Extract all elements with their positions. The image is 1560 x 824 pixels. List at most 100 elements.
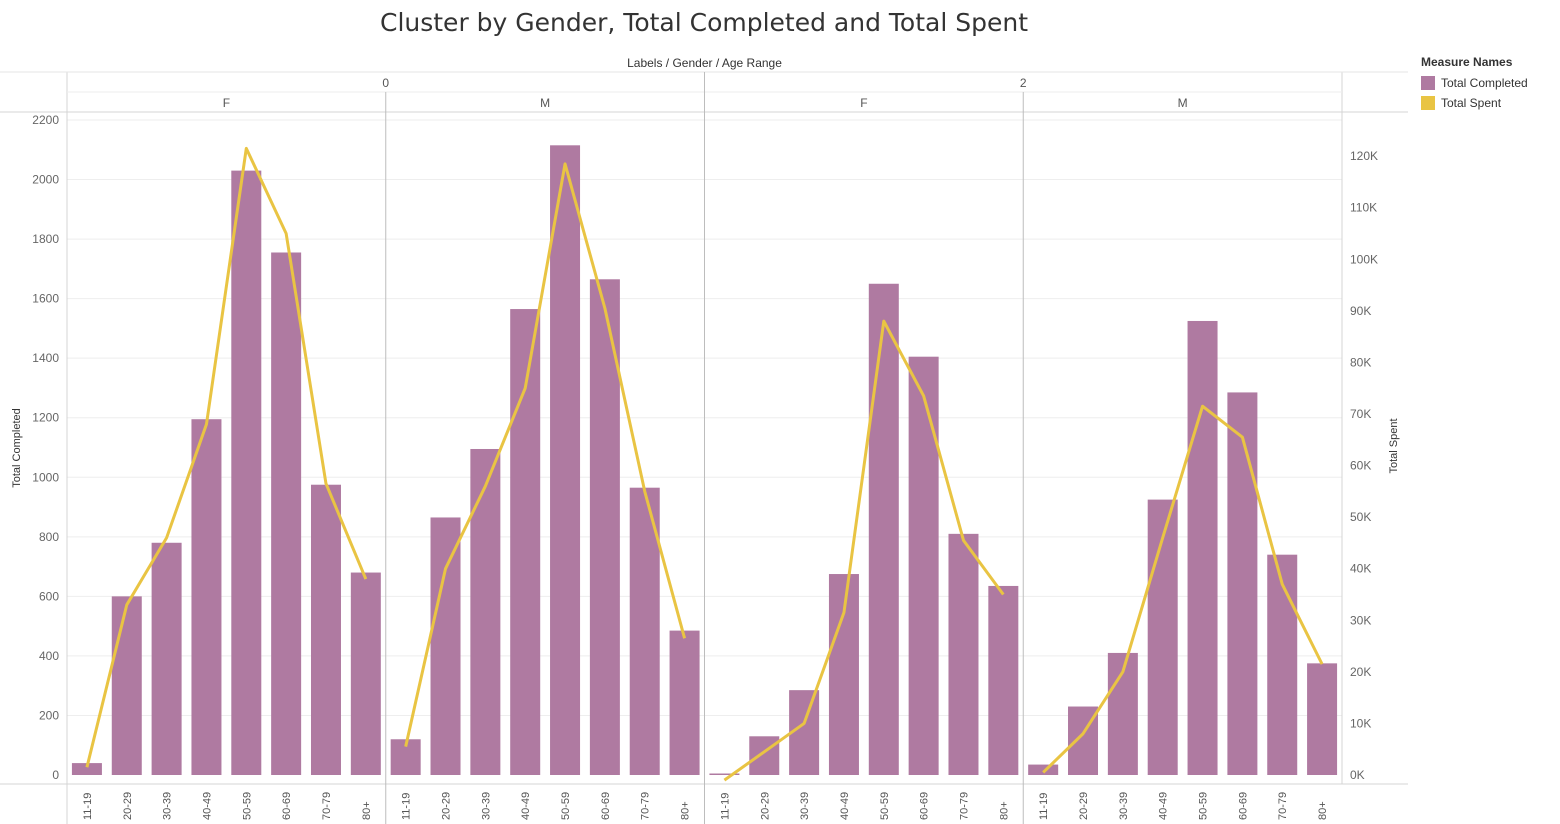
bar-total-completed [350, 572, 381, 775]
x-tick-label: 60-69 [281, 792, 293, 820]
y-left-tick-label: 0 [52, 768, 59, 782]
bar-total-completed [111, 596, 142, 775]
legend-item-total-spent[interactable]: Total Spent [1421, 93, 1528, 113]
pane-frame [0, 71, 1408, 824]
bar-total-completed [151, 542, 182, 775]
x-tick-label: 50-59 [879, 792, 891, 820]
y-right-tick-label: 90K [1350, 304, 1371, 318]
lines-total-spent [85, 146, 1324, 782]
y-right-tick-label: 80K [1350, 355, 1371, 369]
y-left-tick-label: 1800 [32, 232, 59, 246]
x-tick-label: 11-19 [82, 793, 94, 820]
x-tick-label: 40-49 [839, 792, 851, 820]
y-right-tick-label: 50K [1350, 510, 1371, 524]
x-tick-label: 70-79 [958, 792, 970, 820]
y-right-tick-label: 20K [1350, 665, 1371, 679]
x-tick-label: 80+ [998, 801, 1010, 820]
bar-total-completed [1147, 499, 1178, 775]
x-tick-label: 60-69 [600, 792, 612, 820]
y-left-tick-label: 800 [39, 530, 59, 544]
bar-total-completed [310, 484, 341, 775]
x-tick-label: 11-19 [401, 793, 413, 820]
x-tick-label: 20-29 [441, 792, 453, 820]
bar-total-completed [1267, 554, 1298, 775]
x-tick-label: 30-39 [480, 792, 492, 820]
gender-header: F [860, 96, 867, 110]
bars-total-completed [71, 145, 1338, 775]
y-right-tick-label: 60K [1350, 459, 1371, 473]
label-header: 2 [1020, 76, 1027, 90]
x-tick-label: 70-79 [321, 792, 333, 820]
legend-swatch [1421, 96, 1435, 110]
line-total-spent [404, 162, 687, 747]
bar-total-completed [510, 309, 541, 775]
y-left-tick-label: 1000 [32, 470, 59, 484]
y-left-tick-label: 2200 [32, 113, 59, 127]
y-left-axis-label: Total Completed [11, 408, 23, 488]
bar-total-completed [1187, 320, 1218, 775]
bar-total-completed [1307, 663, 1338, 775]
y-left-tick-label: 600 [39, 589, 59, 603]
x-tick-label: 30-39 [799, 792, 811, 820]
bar-total-completed [1227, 392, 1258, 775]
x-tick-label: 20-29 [1078, 792, 1090, 820]
legend-label: Total Spent [1441, 96, 1502, 110]
bar-total-completed [271, 252, 302, 775]
bar-total-completed [589, 279, 620, 775]
bar-total-completed [629, 487, 660, 775]
x-tick-label: 11-19 [719, 793, 731, 820]
x-tick-label: 70-79 [1277, 792, 1289, 820]
x-tick-label: 50-59 [560, 792, 572, 820]
bar-total-completed [71, 763, 102, 775]
bar-total-completed [749, 736, 780, 775]
x-tick-label: 80+ [680, 801, 692, 820]
bar-total-completed [550, 145, 581, 775]
y-left-tick-label: 400 [39, 649, 59, 663]
legend-item-total-completed[interactable]: Total Completed [1421, 73, 1528, 93]
line-total-spent [1042, 404, 1324, 774]
bar-total-completed [868, 283, 899, 775]
x-tick-label: 80+ [361, 801, 373, 820]
column-headers: Labels / Gender / Age Range 0 2 F M F M [223, 56, 1188, 110]
x-tick-label: 20-29 [759, 792, 771, 820]
y-left-tick-label: 1400 [32, 351, 59, 365]
gender-header: F [223, 96, 230, 110]
bar-total-completed [470, 448, 501, 775]
x-tick-label: 40-49 [520, 792, 532, 820]
y-right-tick-label: 10K [1350, 716, 1371, 730]
bar-total-completed [430, 517, 461, 775]
x-tick-label: 60-69 [919, 792, 931, 820]
bar-total-completed [1028, 764, 1059, 775]
bar-total-completed [709, 773, 740, 775]
legend: Measure Names Total Completed Total Spen… [1421, 55, 1528, 113]
column-header-title: Labels / Gender / Age Range [627, 56, 782, 70]
y-right-tick-label: 0K [1350, 768, 1365, 782]
y-right-tick-label: 30K [1350, 613, 1371, 627]
gender-header: M [540, 96, 550, 110]
bar-total-completed [948, 533, 979, 775]
y-right-tick-label: 120K [1350, 149, 1378, 163]
line-total-spent [723, 319, 1005, 782]
legend-label: Total Completed [1441, 76, 1528, 90]
x-tick-label: 70-79 [640, 792, 652, 820]
x-tick-label: 60-69 [1237, 792, 1249, 820]
axes: 11-19 20-29 30-39 40-49 50-59 60-69 70-79 80+ 11… [11, 113, 1400, 820]
gender-header: M [1178, 96, 1188, 110]
x-tick-label: 20-29 [122, 792, 134, 820]
legend-title: Measure Names [1421, 55, 1513, 69]
y-right-axis-label: Total Spent [1388, 418, 1400, 473]
y-right-tick-label: 70K [1350, 407, 1371, 421]
x-tick-label: 40-49 [1158, 792, 1170, 820]
x-tick-label: 11-19 [1038, 793, 1050, 820]
y-right-tick-label: 110K [1350, 201, 1377, 215]
y-left-tick-label: 1200 [32, 411, 59, 425]
legend-swatch [1421, 76, 1435, 90]
bar-total-completed [231, 170, 262, 775]
y-left-tick-label: 200 [39, 708, 59, 722]
bar-total-completed [789, 690, 820, 775]
x-tick-label: 30-39 [162, 792, 174, 820]
bar-total-completed [669, 630, 700, 775]
x-tick-label: 50-59 [241, 792, 253, 820]
line-total-spent [85, 146, 368, 768]
